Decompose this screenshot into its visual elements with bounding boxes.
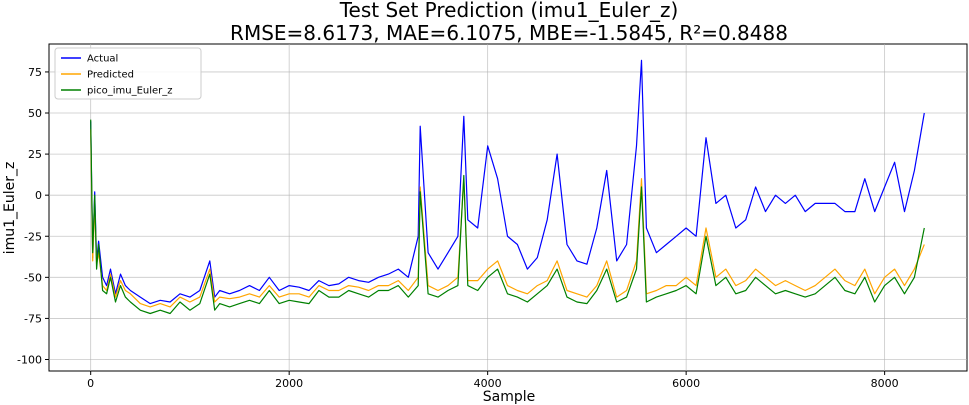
legend: Actual Predicted pico_imu_Euler_z (54, 47, 202, 100)
chart-subtitle: RMSE=8.6173, MAE=6.1075, MBE=-1.5845, R²… (230, 21, 788, 45)
chart-title: Test Set Prediction (imu1_Euler_z) (339, 0, 679, 22)
x-tick-label: 2000 (275, 377, 303, 390)
legend-box (54, 47, 202, 100)
y-tick-label: -75 (24, 312, 42, 325)
plot-area (48, 43, 968, 372)
x-tick-label: 8000 (871, 377, 899, 390)
series-line-actual (90, 59, 925, 305)
legend-label: Predicted (87, 70, 134, 81)
series-line-pico-imu-euler-z (90, 119, 925, 315)
legend-label: pico_imu_Euler_z (87, 86, 173, 97)
y-tick-label: 75 (28, 66, 42, 79)
y-tick-label: 25 (28, 148, 42, 161)
x-axis-label: Sample (483, 389, 536, 405)
y-tick-label: 50 (28, 107, 42, 120)
y-axis-label: imu1_Euler_z (2, 162, 18, 255)
y-tick-label: 0 (35, 189, 42, 202)
y-tick-label: -50 (24, 271, 42, 284)
legend-label: Actual (87, 54, 118, 65)
x-tick-label: 0 (87, 377, 94, 390)
x-tick-label: 6000 (672, 377, 700, 390)
y-tick-label: -25 (24, 230, 42, 243)
axis-ticks: 0 2000 4000 6000 8000 -100 -75 -50 -25 0 25 50 75 (17, 66, 899, 390)
grid-lines (49, 44, 967, 371)
y-tick-label: -100 (17, 353, 42, 366)
series-lines (90, 59, 925, 315)
x-tick-label: 4000 (474, 377, 502, 390)
